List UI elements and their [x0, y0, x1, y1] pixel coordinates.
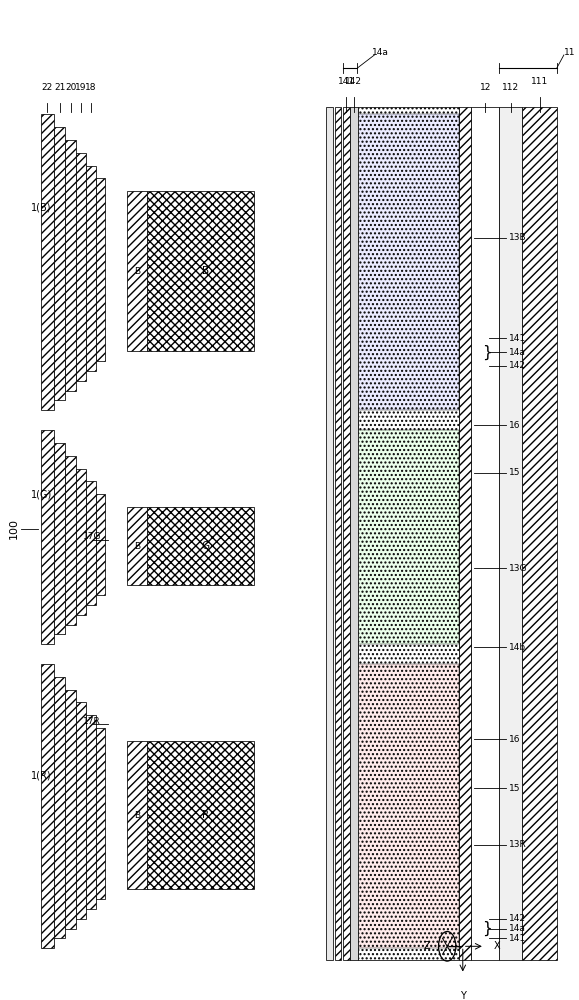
Text: 16: 16: [509, 421, 521, 430]
Text: 20: 20: [65, 83, 76, 92]
Bar: [522, 107, 557, 960]
Text: 14a: 14a: [509, 924, 526, 933]
Bar: [54, 443, 65, 634]
Text: 17G: 17G: [83, 532, 101, 541]
Text: 141: 141: [509, 934, 526, 943]
Bar: [350, 107, 358, 960]
Bar: [358, 664, 459, 948]
Text: }: }: [482, 921, 492, 936]
Bar: [471, 107, 499, 960]
Bar: [86, 166, 96, 371]
Text: 112: 112: [502, 83, 519, 92]
Text: 1(G): 1(G): [31, 489, 52, 499]
Bar: [127, 191, 147, 351]
Text: 12: 12: [479, 83, 491, 92]
Bar: [65, 690, 76, 929]
Text: Z: Z: [424, 941, 430, 951]
Text: 142: 142: [509, 914, 526, 923]
Bar: [96, 494, 105, 595]
Text: 100: 100: [9, 518, 19, 539]
Bar: [86, 715, 96, 909]
Bar: [147, 741, 254, 889]
Bar: [335, 107, 342, 960]
Bar: [499, 107, 522, 960]
Text: }: }: [482, 344, 492, 360]
Text: 14b: 14b: [509, 643, 526, 652]
Bar: [147, 191, 254, 351]
Bar: [358, 114, 459, 410]
Text: B: B: [134, 267, 140, 276]
Text: X: X: [494, 941, 501, 951]
Bar: [127, 741, 147, 889]
Text: 17R: 17R: [83, 717, 101, 726]
Text: 19: 19: [75, 83, 87, 92]
Text: 1(R): 1(R): [31, 771, 52, 781]
Bar: [76, 153, 86, 381]
Text: 15: 15: [509, 468, 521, 477]
Bar: [96, 728, 105, 899]
Text: 11: 11: [564, 48, 576, 57]
Text: 111: 111: [531, 77, 548, 86]
Text: B: B: [134, 542, 140, 551]
Bar: [127, 507, 147, 585]
Text: 1(B): 1(B): [31, 203, 51, 213]
Bar: [41, 430, 54, 644]
Text: 14a: 14a: [372, 48, 389, 57]
Bar: [54, 127, 65, 400]
Bar: [327, 107, 334, 960]
Text: B: B: [134, 811, 140, 820]
Text: 18: 18: [85, 83, 97, 92]
Text: 142: 142: [346, 77, 362, 86]
Text: G: G: [201, 541, 210, 551]
Text: 13G: 13G: [509, 564, 527, 573]
Text: B: B: [202, 266, 209, 276]
Text: 15: 15: [509, 784, 521, 793]
Text: 141: 141: [509, 334, 526, 343]
Bar: [96, 178, 105, 361]
Bar: [65, 456, 76, 625]
Text: R: R: [202, 810, 209, 820]
Bar: [459, 107, 471, 960]
Text: 14a: 14a: [509, 348, 526, 357]
Bar: [358, 430, 459, 644]
Text: 22: 22: [42, 83, 53, 92]
Bar: [147, 507, 254, 585]
Text: 21: 21: [54, 83, 65, 92]
Text: 13R: 13R: [509, 840, 527, 849]
Text: 142: 142: [509, 361, 526, 370]
Bar: [41, 664, 54, 948]
Text: 16: 16: [509, 735, 521, 744]
Bar: [65, 140, 76, 391]
Bar: [86, 481, 96, 605]
Bar: [54, 677, 65, 938]
Bar: [76, 469, 86, 615]
Bar: [41, 114, 54, 410]
Text: 141: 141: [338, 77, 355, 86]
Text: Y: Y: [460, 991, 466, 1000]
Text: 13B: 13B: [509, 233, 527, 242]
Bar: [76, 702, 86, 919]
Bar: [358, 107, 459, 960]
Bar: [343, 107, 350, 960]
